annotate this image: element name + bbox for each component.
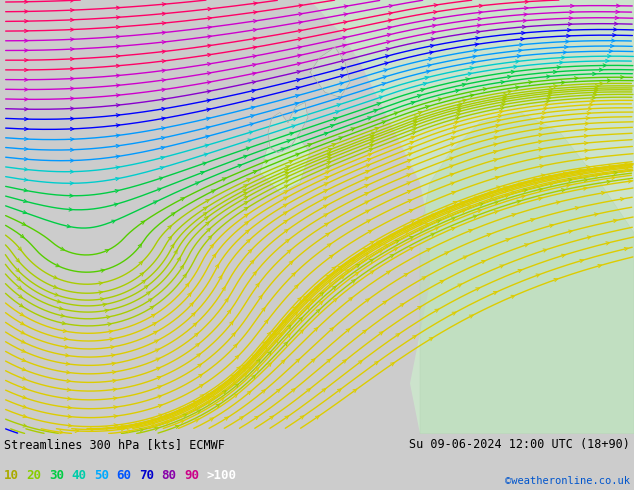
Text: 30: 30: [49, 469, 64, 482]
Text: Su 09-06-2024 12:00 UTC (18+90): Su 09-06-2024 12:00 UTC (18+90): [409, 438, 630, 451]
Text: 60: 60: [117, 469, 131, 482]
Text: 20: 20: [27, 469, 41, 482]
Polygon shape: [310, 47, 350, 98]
Text: ©weatheronline.co.uk: ©weatheronline.co.uk: [505, 476, 630, 486]
Text: 10: 10: [4, 469, 19, 482]
Text: 70: 70: [139, 469, 154, 482]
Polygon shape: [310, 0, 634, 434]
Polygon shape: [268, 102, 308, 152]
Text: 80: 80: [162, 469, 176, 482]
Text: >100: >100: [207, 469, 236, 482]
Text: 40: 40: [72, 469, 86, 482]
Polygon shape: [420, 112, 634, 434]
Polygon shape: [260, 132, 310, 193]
Text: 50: 50: [94, 469, 109, 482]
Text: Streamlines 300 hPa [kts] ECMWF: Streamlines 300 hPa [kts] ECMWF: [4, 438, 225, 451]
Text: 90: 90: [184, 469, 199, 482]
